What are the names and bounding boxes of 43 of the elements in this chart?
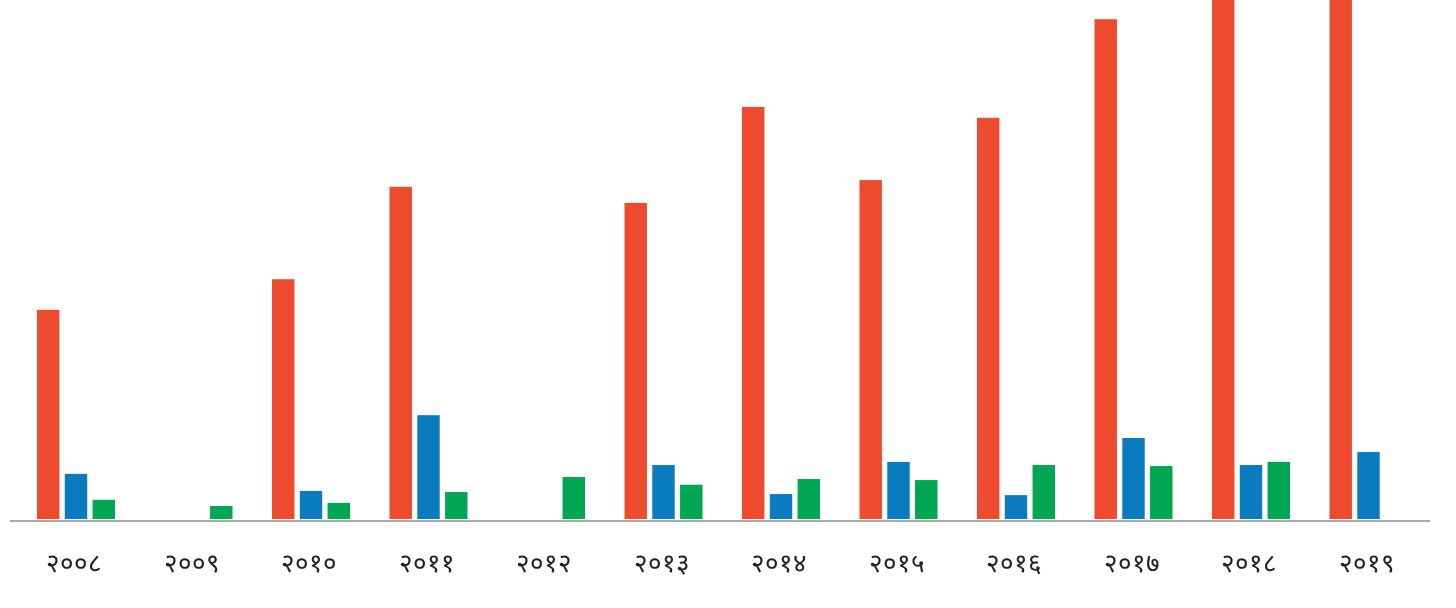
bar xyxy=(1357,452,1380,519)
bar xyxy=(1032,465,1055,519)
x-tick-label: २०१५ xyxy=(868,548,925,578)
bar xyxy=(64,473,88,519)
x-tick-label: २०१४ xyxy=(751,548,807,578)
bar xyxy=(299,490,323,519)
bar xyxy=(417,415,440,519)
bar xyxy=(915,480,938,519)
bar xyxy=(769,494,793,519)
bar xyxy=(1150,466,1173,519)
bar xyxy=(652,465,675,519)
bar xyxy=(210,506,233,519)
x-tick-label: २०१२ xyxy=(516,548,572,578)
bar xyxy=(1004,495,1028,519)
bar xyxy=(624,202,647,519)
x-tick-label: २०१७ xyxy=(1103,548,1160,578)
bar xyxy=(1329,0,1352,519)
bar xyxy=(445,492,468,519)
bar xyxy=(977,117,1000,519)
bar xyxy=(1212,0,1235,519)
bar xyxy=(1094,19,1117,519)
bar xyxy=(92,499,115,519)
bar xyxy=(37,309,60,519)
x-tick-label: २०१६ xyxy=(986,548,1042,578)
x-tick-label: २०१३ xyxy=(633,548,690,578)
bar xyxy=(327,502,350,519)
x-tick-label: २००८ xyxy=(46,548,102,578)
bar xyxy=(887,461,910,519)
x-tick-label: २०११ xyxy=(398,548,455,578)
bar xyxy=(1239,465,1263,519)
bar xyxy=(680,484,703,519)
bar xyxy=(272,279,295,519)
bar xyxy=(797,479,820,519)
x-tick-label: २०१० xyxy=(281,548,337,578)
x-tick-label: २०१९ xyxy=(1338,548,1395,578)
bar xyxy=(742,106,765,519)
bar xyxy=(859,180,882,519)
x-tick-label: २००९ xyxy=(163,548,220,578)
bar xyxy=(1122,438,1145,519)
bar xyxy=(562,476,585,519)
bar xyxy=(389,186,412,519)
x-tick-label: २०१८ xyxy=(1221,548,1277,578)
bar xyxy=(1267,461,1290,519)
